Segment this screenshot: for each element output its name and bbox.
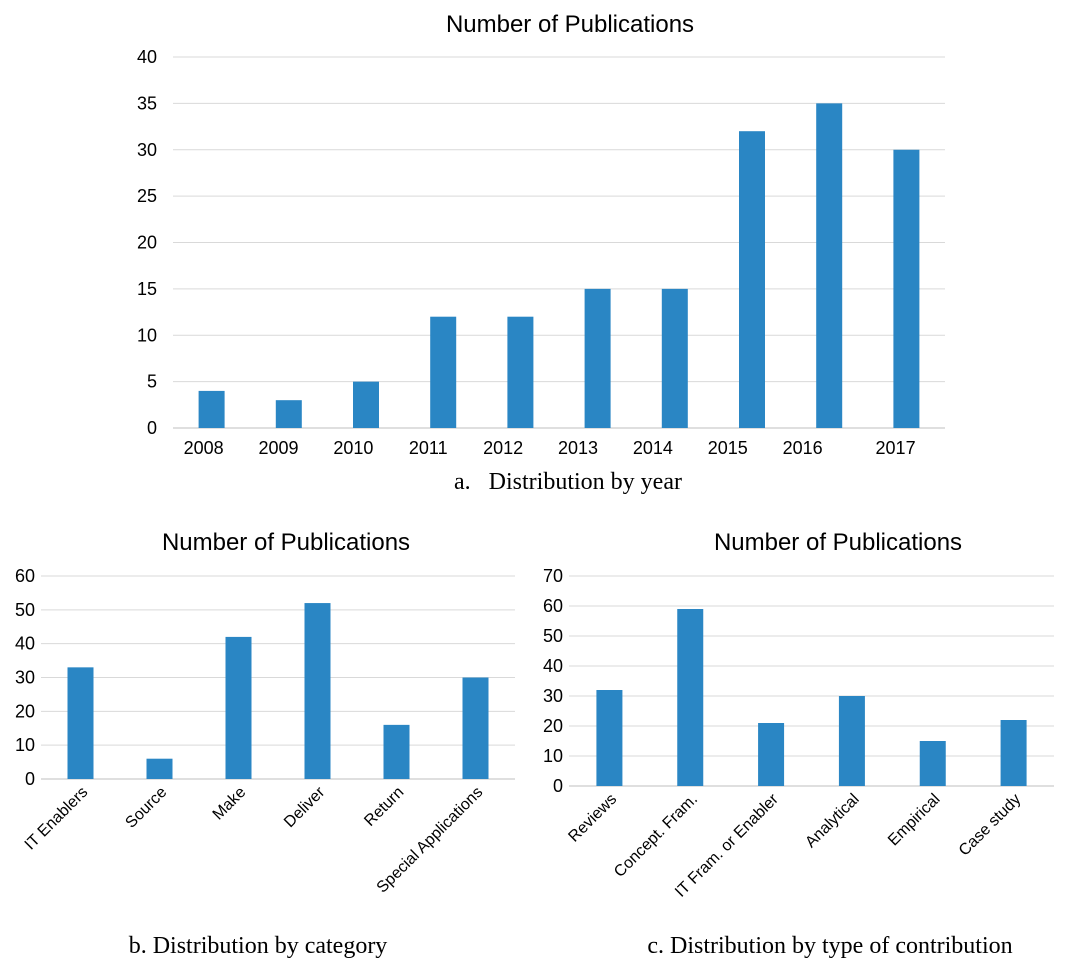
chart-contribution-y-tick-label: 50: [543, 626, 563, 646]
chart-year-x-tick-label: 2015: [708, 438, 748, 458]
chart-category-x-axis: IT Enablers Source Make Deliver ReturnSpecia…: [22, 783, 487, 896]
chart-contribution-bars: [596, 609, 1027, 786]
chart-category-bar: [67, 667, 94, 779]
chart-category-y-tick-label: 10: [15, 735, 35, 755]
chart-contribution-bar: [677, 609, 704, 786]
chart-year-x-tick-label: 2012: [483, 438, 523, 458]
chart-contribution-bar: [596, 690, 623, 786]
chart-contribution-x-tick-label: Concept. Fram.: [611, 791, 701, 881]
chart-year-y-tick-label: 10: [137, 325, 157, 345]
chart-category-caption: b. Distribution by category: [129, 933, 388, 959]
chart-category-x-tick-label: IT Enablers: [22, 784, 92, 854]
chart-year-y-tick-label: 20: [137, 233, 157, 253]
chart-contribution-x-tick-label: Empirical: [885, 791, 944, 850]
chart-year-x-tick-label: 2010: [333, 438, 373, 458]
chart-year-y-tick-label: 5: [147, 372, 157, 392]
chart-category-bars: [67, 603, 489, 779]
chart-year-bar: [430, 316, 457, 428]
chart-category-y-tick-label: 60: [15, 566, 35, 586]
chart-contribution-x-tick-label: Reviews: [565, 791, 620, 846]
chart-year-y-tick-label: 15: [137, 279, 157, 299]
chart-contribution-gridlines: [569, 575, 1054, 787]
chart-contribution-y-tick-label: 20: [543, 716, 563, 736]
chart-year-bar: [275, 400, 302, 428]
chart-year-y-tick-label: 25: [137, 186, 157, 206]
chart-year-bar: [507, 316, 534, 428]
chart-category-y-tick-label: 20: [15, 701, 35, 721]
chart-contribution-bar: [758, 723, 785, 786]
chart-year-bar: [816, 103, 843, 428]
chart-category-bar: [304, 603, 331, 779]
chart-contribution-y-tick-label: 40: [543, 656, 563, 676]
chart-contribution-x-tick-label: Analytical: [802, 791, 862, 851]
chart-contribution-x-tick-label: Case study: [956, 791, 1025, 860]
chart-category-y-axis: 0 10 20 30 40 50 60: [15, 566, 35, 789]
chart-year-bar: [893, 149, 920, 428]
chart-year-x-tick-label: 2009: [258, 438, 298, 458]
chart-contribution: Number of Publications 0 10 20 30 40 50 60 70 R…: [543, 529, 1054, 959]
chart-year-bar: [739, 131, 765, 428]
chart-year-x-tick-label: 2014: [633, 438, 673, 458]
chart-year-gridlines: [173, 56, 945, 429]
chart-category-y-tick-label: 0: [25, 769, 35, 789]
chart-year-x-axis: 2008 2009 2010 2011 2012 2013 2014 2015 2016 2017: [184, 438, 916, 458]
chart-category-x-tick-label: Make: [210, 784, 250, 824]
chart-category-x-tick-label: Deliver: [281, 783, 329, 831]
chart-contribution-y-tick-label: 30: [543, 686, 563, 706]
chart-year-x-tick-label: 2016: [783, 438, 823, 458]
chart-contribution-y-tick-label: 70: [543, 566, 563, 586]
chart-category-y-tick-label: 50: [15, 600, 35, 620]
chart-contribution-bar: [838, 696, 865, 786]
chart-year: Number of Publications 0510152025303540 …: [137, 11, 945, 495]
chart-contribution-bar: [919, 741, 946, 786]
chart-category-bar: [462, 677, 489, 779]
chart-year-y-tick-label: 0: [147, 418, 157, 438]
chart-year-bars: [198, 103, 920, 428]
chart-category-y-tick-label: 40: [15, 634, 35, 654]
chart-year-bar: [198, 390, 225, 428]
chart-category-bar: [146, 758, 173, 779]
chart-category-gridlines: [41, 575, 515, 780]
chart-year-x-tick-label: 2017: [876, 438, 916, 458]
chart-category-title: Number of Publications: [162, 529, 410, 556]
chart-year-x-tick-label: 2013: [558, 438, 598, 458]
chart-year-title: Number of Publications: [446, 11, 694, 38]
chart-category-x-tick-label: Return: [361, 784, 407, 830]
chart-category-bar: [383, 724, 410, 779]
chart-year-caption: a. Distribution by year: [454, 469, 682, 495]
chart-year-x-tick-label: 2008: [184, 438, 224, 458]
chart-contribution-y-tick-label: 60: [543, 596, 563, 616]
chart-year-bar: [353, 381, 379, 428]
chart-year-x-tick-label: 2011: [409, 438, 448, 458]
chart-contribution-y-tick-label: 10: [543, 746, 563, 766]
chart-category-y-tick-label: 30: [15, 668, 35, 688]
chart-year-y-tick-label: 40: [137, 47, 157, 67]
chart-category-x-tick-label: Source: [122, 784, 170, 832]
chart-year-y-axis: 0 5 10 15 20 25 30 35 40: [137, 47, 157, 438]
chart-year-y-tick-label: 30: [137, 140, 157, 160]
chart-year-y-tick-label: 35: [137, 93, 157, 113]
chart-year-bar: [661, 288, 688, 428]
chart-category-bar: [225, 636, 252, 779]
chart-contribution-title: Number of Publications: [714, 529, 962, 556]
chart-contribution-y-tick-label: 0: [553, 776, 563, 796]
chart-category: Number of Publications 0 10 20 30 40 50 60 IT …: [15, 529, 515, 959]
chart-contribution-caption: c. Distribution by type of contribution: [647, 933, 1012, 959]
chart-contribution-bar: [1000, 720, 1027, 786]
chart-year-bar: [584, 288, 611, 428]
chart-contribution-y-axis: 0 10 20 30 40 50 60 70: [543, 566, 563, 796]
